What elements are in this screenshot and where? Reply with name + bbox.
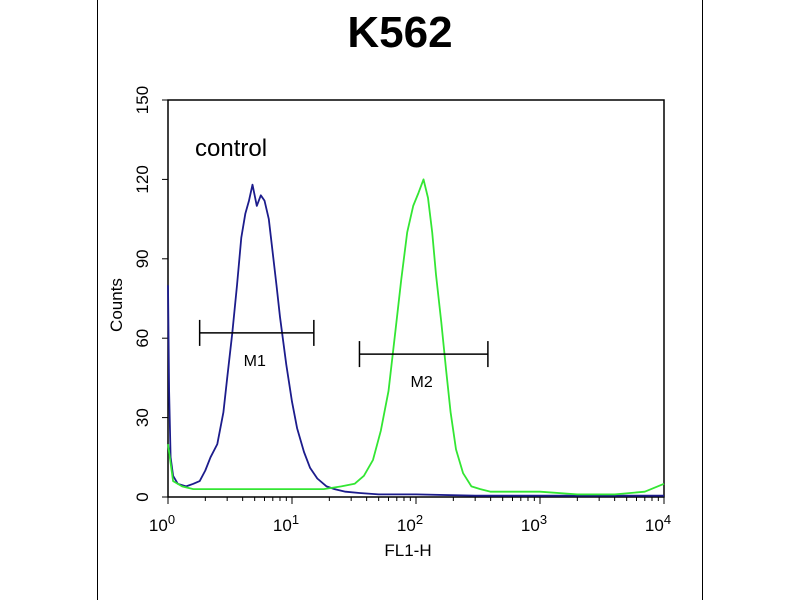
y-tick-label-120: 120 [133,165,152,193]
y-tick-label-0: 0 [133,492,152,501]
chart-title: K562 [347,8,453,57]
plot-area: 0 30 60 90 120 150 100 101 102 103 104 M1 M2 [133,86,671,535]
series-line-0 [167,183,664,497]
x-tick-label-0: 100 [149,512,175,535]
y-axis-label: Counts [107,278,126,332]
x-tick-label-3: 103 [521,512,547,535]
x-tick-label-1: 101 [273,512,299,535]
annotation-control: control [195,135,267,162]
marker-label-M1: M1 [244,353,266,370]
y-tick-label-150: 150 [133,86,152,114]
x-tick-label-4: 104 [645,512,671,535]
y-tick-label-30: 30 [133,408,152,427]
figure-frame [97,0,703,600]
series-line-1 [167,178,665,496]
x-tick-label-2: 102 [397,512,423,535]
y-tick-label-90: 90 [133,249,152,268]
y-tick-label-60: 60 [133,329,152,348]
marker-label-M2: M2 [411,374,433,391]
x-axis-label: FL1-H [384,541,431,560]
